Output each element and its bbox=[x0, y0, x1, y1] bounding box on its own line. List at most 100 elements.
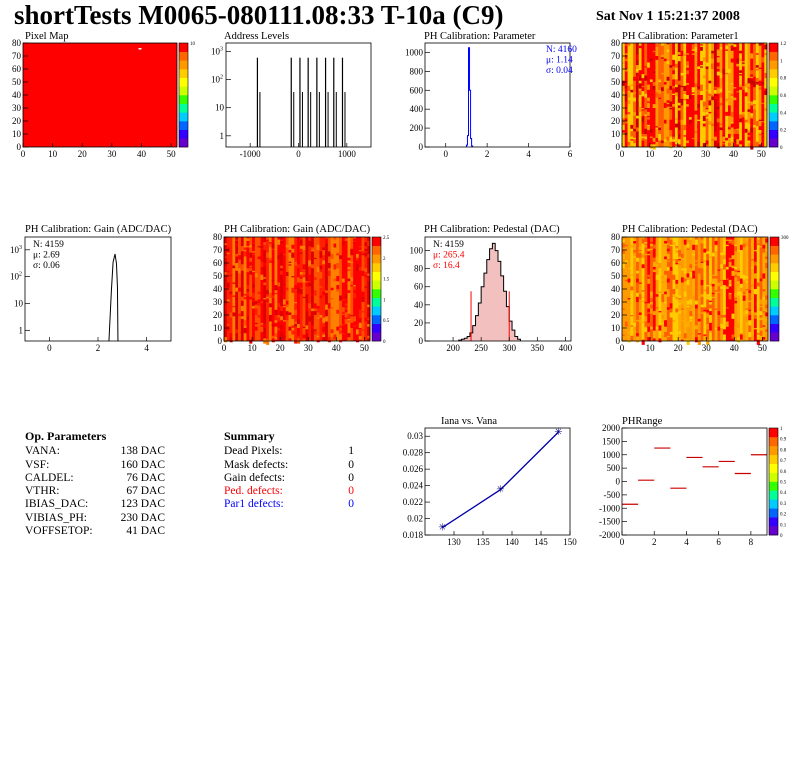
heatmap-cell bbox=[358, 309, 362, 315]
heatmap-cell bbox=[308, 326, 312, 330]
heatmap-cell bbox=[644, 242, 648, 244]
heatmap-cell bbox=[235, 253, 239, 257]
chart-title: PH Calibration: Pedestal (DAC) bbox=[424, 224, 560, 235]
heatmap-cell bbox=[691, 53, 695, 55]
heatmap-cell bbox=[302, 326, 306, 328]
heatmap-cell bbox=[709, 256, 713, 258]
heatmap-cell bbox=[736, 128, 740, 131]
heatmap-cell bbox=[751, 240, 755, 244]
heatmap-cell bbox=[238, 255, 242, 260]
heatmap-cell bbox=[725, 140, 729, 146]
x-tick-label: 140 bbox=[505, 537, 519, 547]
heatmap-cell bbox=[638, 83, 642, 89]
heatmap-cell bbox=[708, 96, 712, 101]
heatmap-cell bbox=[246, 268, 250, 273]
heatmap-cell bbox=[291, 315, 295, 319]
heatmap-cell bbox=[624, 121, 628, 124]
heatmap-cell bbox=[282, 338, 287, 340]
heatmap-cell bbox=[674, 91, 679, 97]
heatmap-cell bbox=[355, 329, 360, 335]
heatmap-cell bbox=[695, 300, 699, 305]
heatmap-cell bbox=[720, 286, 724, 289]
heatmap-cell bbox=[697, 74, 701, 76]
heatmap-cell bbox=[711, 124, 715, 129]
heatmap-cell bbox=[355, 317, 360, 319]
y-tick-label: 500 bbox=[607, 463, 621, 473]
heatmap-cell bbox=[714, 87, 718, 89]
heatmap-cell bbox=[238, 313, 242, 317]
heatmap-cell bbox=[694, 69, 698, 75]
heatmap-cell bbox=[697, 269, 701, 271]
heatmap-cell bbox=[655, 256, 659, 262]
heatmap-cell bbox=[725, 98, 729, 102]
x-tick-label: 20 bbox=[674, 343, 684, 353]
heatmap-cell bbox=[243, 247, 247, 250]
heatmap-cell bbox=[344, 238, 348, 241]
palette-tick-label: 0.1 bbox=[780, 523, 787, 528]
heatmap-cell bbox=[765, 318, 769, 322]
heatmap-cell bbox=[641, 91, 645, 97]
heatmap-cell bbox=[641, 118, 645, 123]
heatmap-cell bbox=[720, 252, 724, 256]
heatmap-cell bbox=[674, 141, 679, 145]
heatmap-cell bbox=[705, 109, 709, 112]
heatmap-cell bbox=[695, 337, 699, 343]
x-tick-label: 0 bbox=[443, 149, 448, 159]
heatmap-cell bbox=[263, 339, 267, 344]
palette-cell bbox=[769, 499, 778, 509]
heatmap-cell bbox=[316, 313, 320, 315]
heatmap-cell bbox=[641, 339, 645, 345]
heatmap-cell bbox=[702, 115, 706, 121]
heatmap-cell bbox=[695, 239, 699, 245]
heatmap-cell bbox=[717, 326, 721, 331]
heatmap-cell bbox=[711, 292, 715, 295]
heatmap-cell bbox=[661, 322, 665, 325]
heatmap-column bbox=[658, 43, 662, 147]
heatmap-cell bbox=[361, 251, 365, 254]
heatmap-cell bbox=[271, 243, 275, 249]
palette-cell bbox=[179, 43, 188, 52]
heatmap-cell bbox=[341, 299, 346, 301]
y-tick-label: 40 bbox=[213, 284, 223, 294]
heatmap-cell bbox=[263, 313, 267, 318]
heatmap-cell bbox=[294, 309, 298, 315]
heatmap-cell bbox=[711, 281, 715, 287]
heatmap-cell bbox=[622, 130, 626, 133]
heatmap-cell bbox=[731, 239, 735, 245]
heatmap-column bbox=[288, 237, 292, 341]
heatmap-cell bbox=[739, 118, 743, 123]
heatmap-cell bbox=[633, 322, 637, 327]
heatmap-cell bbox=[722, 88, 726, 94]
heatmap-cell bbox=[748, 315, 752, 321]
chart-panel: Iana vs. Vana✳✳✳130 135 140 145 1500.0180.02… bbox=[403, 416, 578, 547]
heatmap-cell bbox=[647, 117, 651, 120]
heatmap-cell bbox=[294, 321, 298, 325]
heatmap-cell bbox=[636, 296, 640, 301]
heatmap-cell bbox=[238, 268, 242, 274]
heatmap-cell bbox=[271, 261, 275, 263]
heatmap-cell bbox=[705, 111, 709, 115]
heatmap-cell bbox=[716, 143, 720, 149]
palette-cell bbox=[769, 490, 778, 500]
heatmap-cell bbox=[686, 137, 690, 141]
heatmap-cell bbox=[271, 338, 275, 343]
heatmap-cell bbox=[688, 123, 693, 128]
heatmap-cell bbox=[720, 264, 724, 269]
heatmap-cell bbox=[652, 261, 656, 267]
heatmap-cell bbox=[686, 273, 690, 278]
heatmap-cell bbox=[630, 326, 634, 331]
param-value: 67 DAC bbox=[126, 485, 165, 498]
heatmap-cell bbox=[761, 104, 765, 107]
heatmap-cell bbox=[716, 66, 720, 69]
heatmap-cell bbox=[641, 108, 645, 110]
heatmap-cell bbox=[727, 110, 732, 116]
heatmap-cell bbox=[669, 85, 673, 90]
heatmap-cell bbox=[243, 251, 247, 257]
heatmap-cell bbox=[336, 289, 340, 292]
heatmap-cell bbox=[669, 136, 673, 142]
heatmap-cell bbox=[257, 291, 261, 295]
heatmap-cell bbox=[703, 260, 707, 262]
param-name: Ped. defects: bbox=[224, 485, 283, 498]
heatmap-cell bbox=[723, 255, 727, 260]
x-tick-label: 50 bbox=[758, 343, 768, 353]
